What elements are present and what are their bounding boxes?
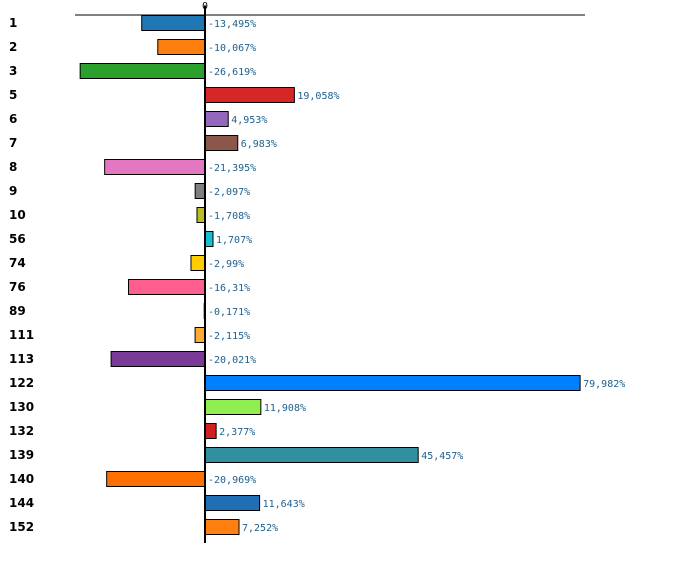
value-label-76: -16,31% [208, 283, 250, 294]
value-label-2: -10,067% [208, 43, 256, 54]
value-label-6: 4,953% [231, 115, 267, 126]
category-label-122: 122 [9, 376, 34, 390]
category-label-130: 130 [9, 400, 34, 414]
category-label-7: 7 [9, 136, 17, 150]
bar-7 [204, 135, 239, 151]
bar-56 [204, 231, 214, 247]
category-label-56: 56 [9, 232, 26, 246]
value-label-130: 11,908% [264, 403, 306, 414]
category-label-74: 74 [9, 256, 26, 270]
bar-111 [194, 327, 206, 343]
value-labels: -13,495% -10,067% -26,619% 19,058% 4,953% 6,9… [208, 19, 625, 534]
bar-152 [204, 519, 240, 535]
value-label-74: -2,99% [208, 259, 244, 270]
bar-139 [204, 447, 419, 463]
category-label-3: 3 [9, 64, 17, 78]
bar-74 [190, 255, 206, 271]
category-label-9: 9 [9, 184, 17, 198]
value-label-1: -13,495% [208, 19, 256, 30]
category-label-113: 113 [9, 352, 34, 366]
category-label-144: 144 [9, 496, 34, 510]
category-label-152: 152 [9, 520, 34, 534]
value-label-140: -20,969% [208, 475, 256, 486]
bar-6 [204, 111, 229, 127]
bar-122 [204, 375, 581, 391]
bar-8 [104, 159, 206, 175]
value-label-9: -2,097% [208, 187, 250, 198]
category-label-2: 2 [9, 40, 17, 54]
category-label-1: 1 [9, 16, 17, 30]
category-label-76: 76 [9, 280, 26, 294]
value-label-7: 6,983% [241, 139, 277, 150]
bar-132 [204, 423, 217, 439]
value-label-113: -20,021% [208, 355, 256, 366]
category-label-140: 140 [9, 472, 34, 486]
bar-144 [204, 495, 261, 511]
bar-3 [79, 63, 206, 79]
zero-tick-label: 0 [202, 1, 208, 12]
category-labels: 1235678910567476891111131221301321391401… [9, 16, 34, 534]
bar-113 [110, 351, 206, 367]
value-label-122: 79,982% [583, 379, 625, 390]
bar-1 [141, 15, 206, 31]
value-label-10: -1,708% [208, 211, 250, 222]
category-label-8: 8 [9, 160, 17, 174]
value-label-132: 2,377% [219, 427, 255, 438]
category-label-139: 139 [9, 448, 34, 462]
category-label-132: 132 [9, 424, 34, 438]
value-label-111: -2,115% [208, 331, 250, 342]
bar-130 [204, 399, 262, 415]
value-label-144: 11,643% [263, 499, 305, 510]
category-label-10: 10 [9, 208, 26, 222]
bar-2 [157, 39, 206, 55]
value-label-5: 19,058% [297, 91, 339, 102]
bars-group [79, 15, 581, 535]
value-label-139: 45,457% [421, 451, 463, 462]
category-label-6: 6 [9, 112, 17, 126]
bar-5 [204, 87, 295, 103]
bar-76 [128, 279, 206, 295]
value-label-56: 1,707% [216, 235, 252, 246]
category-label-111: 111 [9, 328, 34, 342]
value-label-8: -21,395% [208, 163, 256, 174]
category-label-89: 89 [9, 304, 26, 318]
bar-140 [106, 471, 206, 487]
bar-10 [196, 207, 206, 223]
category-label-5: 5 [9, 88, 17, 102]
value-label-89: -0,171% [208, 307, 250, 318]
value-label-3: -26,619% [208, 67, 256, 78]
bar-9 [194, 183, 206, 199]
value-label-152: 7,252% [242, 523, 278, 534]
